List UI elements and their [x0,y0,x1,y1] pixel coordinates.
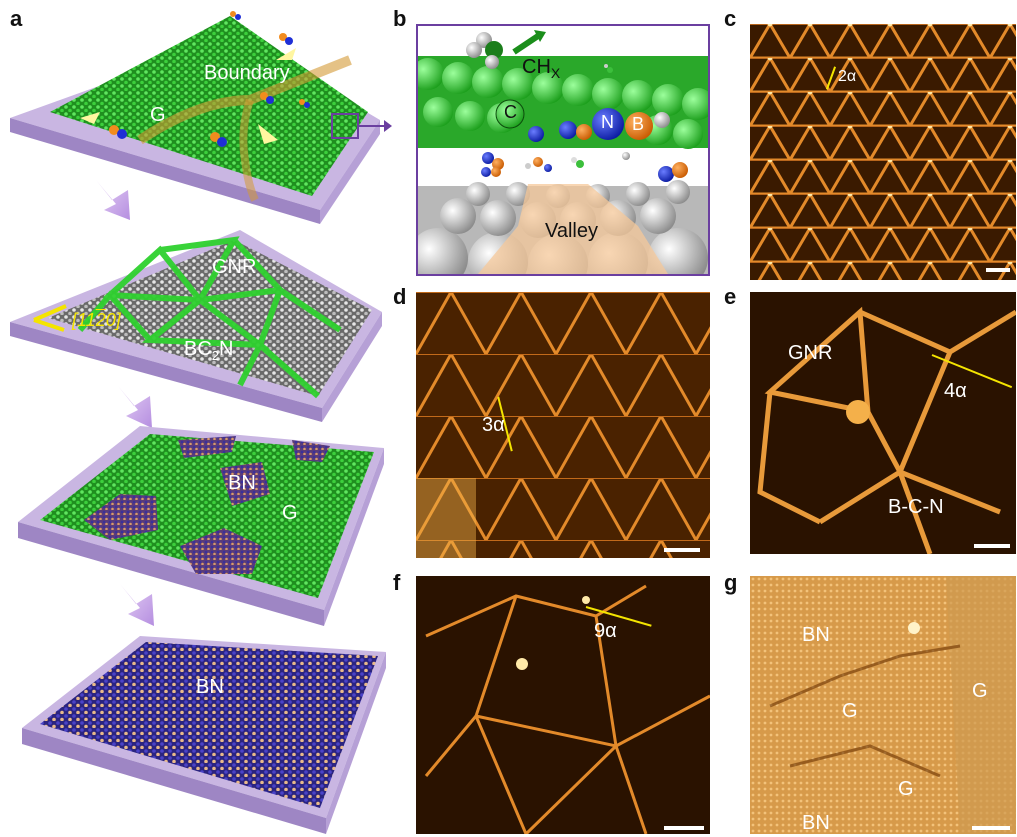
label-bn-layer3: BN [228,472,256,494]
label-bcn: B-C-N [888,496,944,518]
label-bn-top-g: BN [802,624,830,646]
label-chx: CHX [522,56,560,81]
panel-label-b: b [393,6,407,31]
bc2n-main: BC [184,338,212,360]
bc2n-end: N [219,338,234,360]
panel-c-image [750,24,1016,280]
layer-1-graphene-boundary [10,11,392,224]
direction-bar: 2 [95,310,106,330]
process-arrow-1 [96,180,130,220]
panel-f-image [424,584,710,834]
panel-label-g: g [724,570,738,595]
process-arrow-2 [118,386,152,428]
chx-molecule [466,30,613,73]
scale-bar-c [986,268,1010,272]
label-direction: [1120] [72,310,121,331]
direction-start: [11 [72,310,96,330]
label-bc2n: BC2N [184,338,233,363]
precursor-molecules [481,152,688,182]
panel-label-a: a [10,6,23,31]
panel-d-image [416,292,710,558]
panel-label-d: d [393,284,407,309]
scale-bar-f [664,826,704,830]
layer-4-bn-monolayer [22,636,386,834]
metal-substrate [418,180,708,274]
panel-b-illustration [418,30,708,274]
label-bn-layer4: BN [196,676,224,698]
label-g-bottom: G [898,778,914,800]
panel-label-f: f [393,570,401,595]
label-b-atom: B [632,114,645,134]
label-valley: Valley [545,220,598,242]
label-c-atom: C [504,102,517,122]
chx-sub: X [550,65,561,81]
label-g-mid: G [842,700,858,722]
panel-c-stm: 2α [750,24,1016,280]
graphene-layer [418,56,708,149]
label-period-d: 3α [482,414,505,436]
panel-g-image [750,576,1016,834]
scale-bar-g [972,826,1010,830]
panel-b-model: CHX C N B Valley [416,24,710,276]
scale-bar-e [974,544,1010,548]
label-period-f: 9α [594,620,617,642]
panel-d-stm: 3α [416,292,710,558]
panel-e-image [757,306,1016,554]
process-arrow-3 [120,584,154,626]
bc2n-sub: 2 [211,348,220,363]
label-period-c: 2α [838,68,857,85]
label-period-e: 4α [944,380,967,402]
label-g-layer3: G [282,502,298,524]
label-g-right: G [972,680,988,702]
label-bn-bottom: BN [802,812,830,834]
panel-e-stm: GNR 4α B-C-N [750,292,1016,554]
label-n-atom: N [601,112,614,132]
chx-main: CH [522,56,551,78]
panel-label-c: c [724,6,737,31]
scale-bar-d [664,548,700,552]
layer-3-bn-domains-in-graphene [18,426,384,626]
panel-a-illustration [10,11,392,834]
panel-a-schematic: Boundary G GNR [1120] BC2N BN G BN [0,0,392,837]
layer-2-gnr-bc2n [10,230,382,422]
label-boundary: Boundary [204,62,290,84]
label-gnr-layer2: GNR [212,256,257,278]
label-g-layer1: G [150,104,166,126]
direction-end: 0] [105,310,121,330]
panel-g-stm: BN G G G BN [750,576,1016,834]
panel-f-stm: 9α [416,576,710,834]
panel-label-e: e [724,284,737,309]
label-gnr-e: GNR [788,342,833,364]
